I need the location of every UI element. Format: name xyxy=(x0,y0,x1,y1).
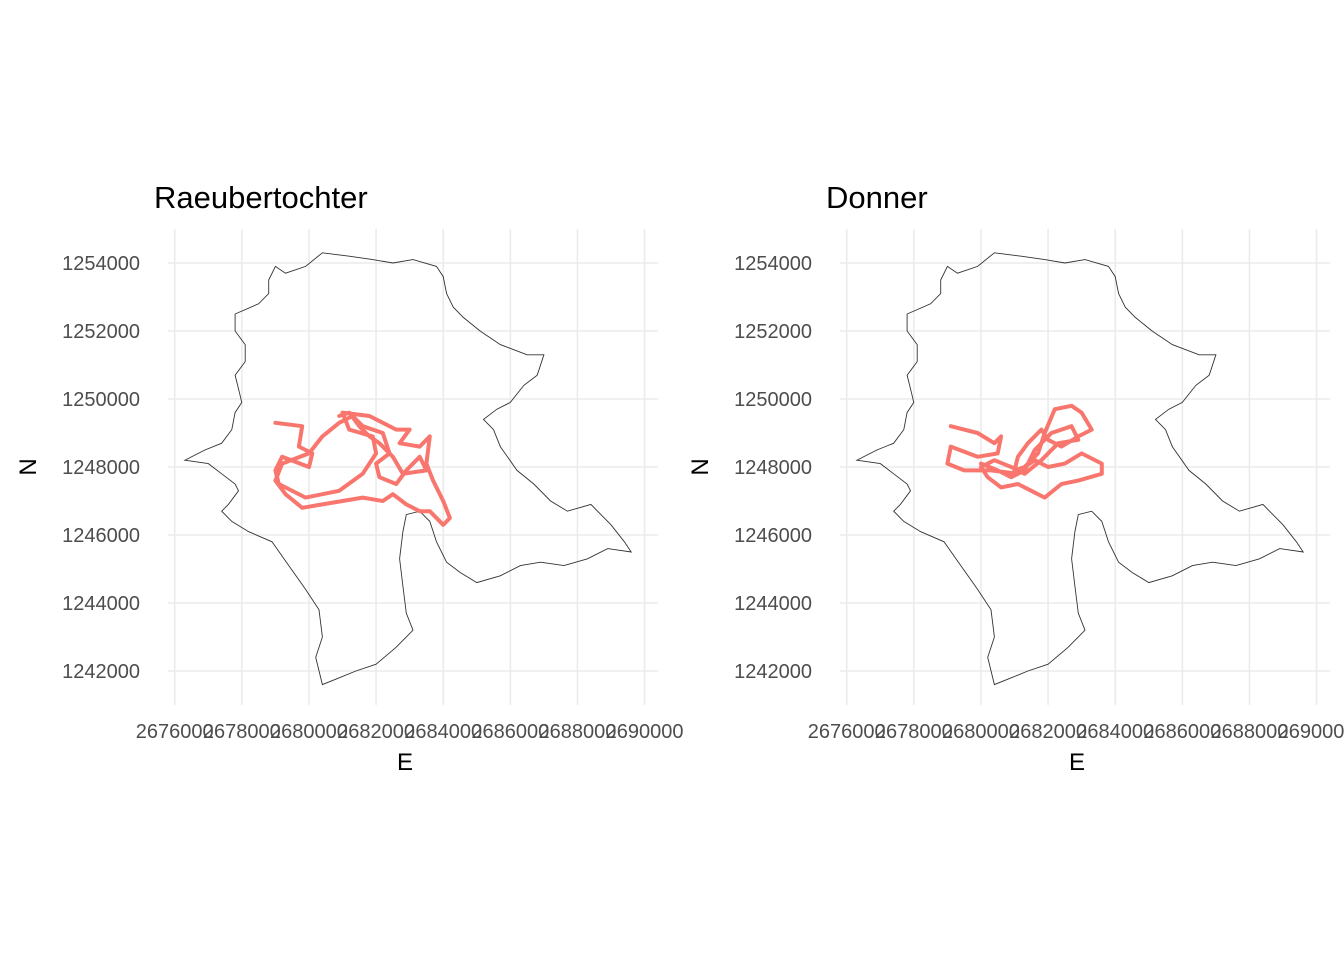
y-tick-label: 1242000 xyxy=(62,661,140,683)
x-tick-label: 2678000 xyxy=(875,721,953,743)
y-tick-label: 1254000 xyxy=(62,253,140,275)
x-axis-title: E xyxy=(397,749,413,776)
x-axis-title: E xyxy=(1069,749,1085,776)
y-tick-label: 1248000 xyxy=(734,457,812,479)
y-axis-title: N xyxy=(15,458,42,475)
x-tick-label: 2684000 xyxy=(404,721,482,743)
y-tick-label: 1252000 xyxy=(734,321,812,343)
x-tick-label: 2686000 xyxy=(1143,721,1221,743)
y-tick-label: 1246000 xyxy=(62,525,140,547)
y-tick-label: 1252000 xyxy=(62,321,140,343)
x-tick-label: 2680000 xyxy=(942,721,1020,743)
y-tick-label: 1254000 xyxy=(734,253,812,275)
y-tick-label: 1246000 xyxy=(734,525,812,547)
y-tick-label: 1242000 xyxy=(734,661,812,683)
x-tick-label: 2688000 xyxy=(539,721,617,743)
chart-title: Raeubertochter xyxy=(154,180,368,215)
grid-lines xyxy=(840,229,1330,705)
panel-donner: 2676000267800026800002682000268400026860… xyxy=(687,180,1344,776)
panel-raeubertochter: 2676000267800026800002682000268400026860… xyxy=(15,180,684,776)
grid-lines xyxy=(168,229,658,705)
y-tick-label: 1244000 xyxy=(62,593,140,615)
x-tick-label: 2688000 xyxy=(1211,721,1289,743)
x-tick-label: 2678000 xyxy=(203,721,281,743)
y-tick-label: 1244000 xyxy=(734,593,812,615)
chart-title: Donner xyxy=(826,180,928,215)
y-tick-labels: 1242000 1244000 1246000 1248000 1250000 12520… xyxy=(62,253,140,683)
x-tick-label: 2682000 xyxy=(337,721,415,743)
x-tick-label: 2676000 xyxy=(808,721,886,743)
x-tick-label: 2680000 xyxy=(270,721,348,743)
y-tick-label: 1248000 xyxy=(62,457,140,479)
y-tick-labels: 1242000 1244000 1246000 1248000 1250000 12520… xyxy=(734,253,812,683)
track-line xyxy=(273,410,452,527)
x-tick-label: 2690000 xyxy=(1278,721,1344,743)
x-tick-label: 2690000 xyxy=(606,721,684,743)
y-tick-label: 1250000 xyxy=(62,389,140,411)
x-tick-label: 2684000 xyxy=(1076,721,1154,743)
x-tick-label: 2686000 xyxy=(471,721,549,743)
track-line xyxy=(945,403,1104,500)
city-boundary xyxy=(183,252,633,686)
y-axis-title: N xyxy=(687,458,714,475)
y-tick-label: 1250000 xyxy=(734,389,812,411)
x-tick-label: 2676000 xyxy=(136,721,214,743)
x-tick-labels: 2676000267800026800002682000268400026860… xyxy=(808,721,1344,743)
city-boundary xyxy=(855,252,1305,686)
x-tick-label: 2682000 xyxy=(1009,721,1087,743)
x-tick-labels: 2676000267800026800002682000268400026860… xyxy=(136,721,684,743)
